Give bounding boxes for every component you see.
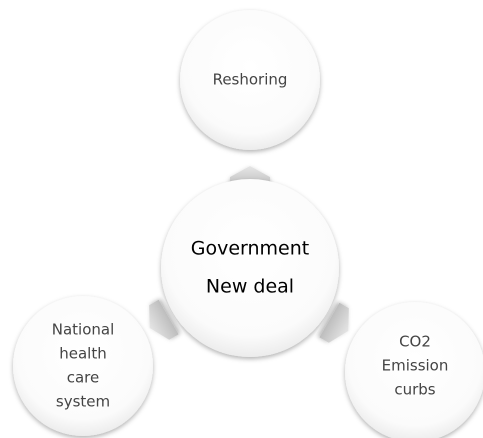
node-label: CO2 [399,333,431,351]
node-label: National [52,321,115,339]
nodes: Government New deal Reshoring National healt… [13,10,483,438]
node-circle [180,10,320,150]
node-label: curbs [394,381,435,399]
node-circle [161,179,339,357]
node-label: New deal [206,276,294,298]
node-label: health [59,345,106,363]
node-circle [13,296,153,436]
node-label: Emission [382,357,449,375]
node-label: Reshoring [213,71,288,89]
arrow-right [319,302,349,343]
node-label: Government [191,238,310,260]
node-label: system [56,393,110,411]
node-label: care [67,369,100,387]
arrow-left [149,299,179,340]
node-circle [345,302,483,438]
